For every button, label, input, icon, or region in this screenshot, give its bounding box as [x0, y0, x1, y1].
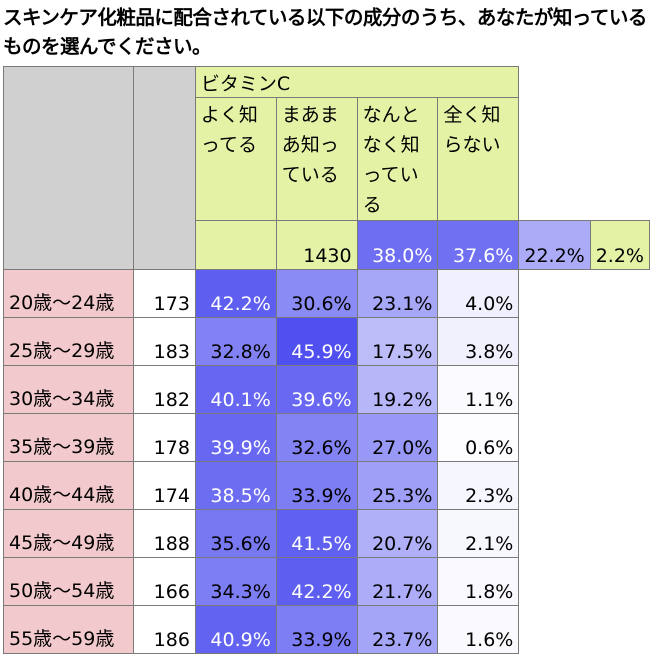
table-row: 30歳～34歳 182 40.1% 39.6% 19.2% 1.1%: [3, 365, 650, 414]
percent-cell: 4.0%: [437, 269, 520, 318]
percent-cell: 25.3%: [356, 461, 439, 510]
table-row: 25歳～29歳 183 32.8% 45.9% 17.5% 3.8%: [3, 317, 650, 366]
column-header: よく知ってる: [194, 97, 277, 221]
percent-cell: 45.9%: [275, 317, 358, 366]
percent-cell: 33.9%: [275, 605, 358, 654]
column-header: 全く知らない: [437, 97, 520, 221]
total-row: 1430 38.0% 37.6% 22.2% 2.2%: [4, 220, 650, 270]
percent-cell: 2.1%: [437, 509, 520, 558]
percent-cell: 17.5%: [356, 317, 439, 366]
count-cell: 182: [132, 365, 196, 414]
page-title: スキンケア化粧品に配合されている以下の成分のうち、あなたが知っているものを選んで…: [3, 6, 647, 58]
column-header: まあまあ知っている: [275, 97, 358, 221]
percent-cell: 40.1%: [194, 365, 277, 414]
data-table: ビタミンC よく知ってる まあまあ知っている なんとなく知っている 全く知らない…: [3, 66, 650, 654]
percent-cell: 0.6%: [437, 413, 520, 462]
percent-cell: 39.6%: [275, 365, 358, 414]
percent-cell: 30.6%: [275, 269, 358, 318]
percent-cell: 34.3%: [194, 557, 277, 606]
percent-cell: 20.7%: [356, 509, 439, 558]
row-label: [194, 220, 277, 270]
percent-cell: 27.0%: [356, 413, 439, 462]
percent-cell: 33.9%: [275, 461, 358, 510]
row-label: 55歳～59歳: [3, 605, 134, 654]
table-row: 35歳～39歳 178 39.9% 32.6% 27.0% 0.6%: [3, 413, 650, 462]
count-cell: 173: [132, 269, 196, 318]
count-cell: 178: [132, 413, 196, 462]
group-header-row: ビタミンC: [3, 66, 650, 270]
row-label: 30歳～34歳: [3, 365, 134, 414]
row-label: 40歳～44歳: [3, 461, 134, 510]
percent-cell: 23.7%: [356, 605, 439, 654]
count-cell: 174: [132, 461, 196, 510]
column-header: なんとなく知っている: [356, 97, 439, 221]
table-row: 55歳～59歳 186 40.9% 33.9% 23.7% 1.6%: [3, 605, 650, 654]
percent-cell: 23.1%: [356, 269, 439, 318]
percent-cell: 38.0%: [356, 220, 439, 270]
percent-cell: 32.8%: [194, 317, 277, 366]
table-row: 40歳～44歳 174 38.5% 33.9% 25.3% 2.3%: [3, 461, 650, 510]
percent-cell: 1.8%: [437, 557, 520, 606]
percent-cell: 42.2%: [275, 557, 358, 606]
row-label: 25歳～29歳: [3, 317, 134, 366]
percent-cell: 2.2%: [589, 220, 650, 270]
percent-cell: 41.5%: [275, 509, 358, 558]
percent-cell: 3.8%: [437, 317, 520, 366]
percent-cell: 19.2%: [356, 365, 439, 414]
table-body: ビタミンC よく知ってる まあまあ知っている なんとなく知っている 全く知らない…: [3, 66, 650, 654]
corner-cell: [3, 66, 134, 270]
percent-cell: 37.6%: [437, 220, 520, 270]
percent-cell: 32.6%: [275, 413, 358, 462]
row-label: 50歳～54歳: [3, 557, 134, 606]
percent-cell: 21.7%: [356, 557, 439, 606]
group-header: ビタミンC: [194, 66, 520, 98]
row-label: 20歳～24歳: [3, 269, 134, 318]
count-cell: 1430: [275, 220, 358, 270]
count-cell: 188: [132, 509, 196, 558]
percent-cell: 35.6%: [194, 509, 277, 558]
percent-cell: 42.2%: [194, 269, 277, 318]
percent-cell: 39.9%: [194, 413, 277, 462]
row-label: 45歳～49歳: [3, 509, 134, 558]
column-header-row: よく知ってる まあまあ知っている なんとなく知っている 全く知らない: [4, 97, 650, 221]
percent-cell: 38.5%: [194, 461, 277, 510]
table-row: 45歳～49歳 188 35.6% 41.5% 20.7% 2.1%: [3, 509, 650, 558]
count-cell: 183: [132, 317, 196, 366]
count-header-cell: [132, 66, 196, 270]
percent-cell: 2.3%: [437, 461, 520, 510]
count-cell: 186: [132, 605, 196, 654]
count-cell: 166: [132, 557, 196, 606]
percent-cell: 1.1%: [437, 365, 520, 414]
table-row: 20歳～24歳 173 42.2% 30.6% 23.1% 4.0%: [3, 269, 650, 318]
percent-cell: 40.9%: [194, 605, 277, 654]
row-label: 35歳～39歳: [3, 413, 134, 462]
percent-cell: 1.6%: [437, 605, 520, 654]
table-row: 50歳～54歳 166 34.3% 42.2% 21.7% 1.8%: [3, 557, 650, 606]
percent-cell: 22.2%: [518, 220, 591, 270]
